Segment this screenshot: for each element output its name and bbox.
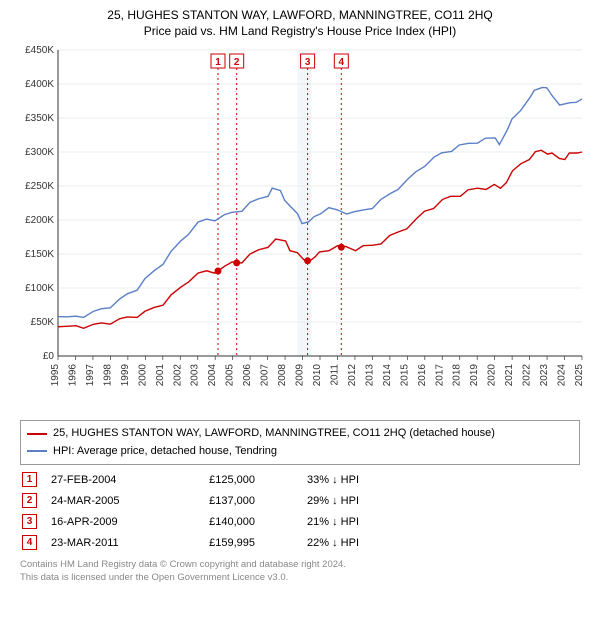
legend: 25, HUGHES STANTON WAY, LAWFORD, MANNING… xyxy=(20,420,580,465)
svg-text:1996: 1996 xyxy=(67,364,78,387)
svg-text:2001: 2001 xyxy=(155,364,166,387)
svg-text:£350K: £350K xyxy=(25,113,54,124)
svg-text:£0: £0 xyxy=(43,351,55,362)
svg-text:2016: 2016 xyxy=(417,364,428,387)
footer-line: This data is licensed under the Open Gov… xyxy=(20,572,580,585)
svg-text:2002: 2002 xyxy=(172,364,183,387)
svg-text:2023: 2023 xyxy=(539,364,550,387)
svg-text:2019: 2019 xyxy=(469,364,480,387)
svg-text:£200K: £200K xyxy=(25,215,54,226)
row-price: £125,000 xyxy=(165,474,255,486)
svg-text:£50K: £50K xyxy=(31,317,55,328)
svg-text:3: 3 xyxy=(305,57,311,68)
legend-label: HPI: Average price, detached house, Tend… xyxy=(53,443,277,461)
legend-swatch xyxy=(27,450,47,452)
legend-item-hpi: HPI: Average price, detached house, Tend… xyxy=(27,443,573,461)
svg-text:2005: 2005 xyxy=(225,364,236,387)
row-price: £140,000 xyxy=(165,516,255,528)
footer-line: Contains HM Land Registry data © Crown c… xyxy=(20,559,580,572)
row-marker: 3 xyxy=(22,514,37,529)
svg-text:2024: 2024 xyxy=(557,364,568,387)
svg-text:2015: 2015 xyxy=(399,364,410,387)
chart-svg: £0 £50K £100K £150K £200K £250K £300K £350K £400… xyxy=(10,44,590,414)
chart-title-block: 25, HUGHES STANTON WAY, LAWFORD, MANNING… xyxy=(10,8,590,38)
svg-text:1999: 1999 xyxy=(120,364,131,387)
svg-text:1: 1 xyxy=(215,57,221,68)
svg-text:4: 4 xyxy=(339,57,345,68)
row-pct: 29% ↓ HPI xyxy=(269,495,359,507)
legend-label: 25, HUGHES STANTON WAY, LAWFORD, MANNING… xyxy=(53,425,495,443)
svg-text:£300K: £300K xyxy=(25,147,54,158)
row-pct: 33% ↓ HPI xyxy=(269,474,359,486)
row-price: £159,995 xyxy=(165,537,255,549)
footer-text: Contains HM Land Registry data © Crown c… xyxy=(20,559,580,585)
svg-text:2010: 2010 xyxy=(312,364,323,387)
row-pct: 22% ↓ HPI xyxy=(269,537,359,549)
svg-text:2012: 2012 xyxy=(347,364,358,387)
svg-text:2003: 2003 xyxy=(190,364,201,387)
svg-text:£150K: £150K xyxy=(25,249,54,260)
svg-text:2013: 2013 xyxy=(364,364,375,387)
row-date: 24-MAR-2005 xyxy=(51,495,151,507)
svg-text:2007: 2007 xyxy=(260,364,271,387)
svg-text:£450K: £450K xyxy=(25,45,54,56)
row-price: £137,000 xyxy=(165,495,255,507)
svg-text:2011: 2011 xyxy=(329,364,340,386)
transactions-table: 1 27-FEB-2004 £125,000 33% ↓ HPI 2 24-MA… xyxy=(20,469,580,553)
row-date: 27-FEB-2004 xyxy=(51,474,151,486)
svg-text:2009: 2009 xyxy=(295,364,306,387)
title-address: 25, HUGHES STANTON WAY, LAWFORD, MANNING… xyxy=(10,8,590,22)
svg-text:2: 2 xyxy=(234,57,240,68)
svg-text:2014: 2014 xyxy=(382,364,393,387)
svg-text:2017: 2017 xyxy=(434,364,445,387)
svg-text:£250K: £250K xyxy=(25,181,54,192)
svg-text:2021: 2021 xyxy=(504,364,515,387)
table-row: 4 23-MAR-2011 £159,995 22% ↓ HPI xyxy=(20,532,580,553)
svg-text:2022: 2022 xyxy=(522,364,533,387)
row-marker: 1 xyxy=(22,472,37,487)
svg-text:2000: 2000 xyxy=(137,364,148,387)
row-marker: 4 xyxy=(22,535,37,550)
row-marker: 2 xyxy=(22,493,37,508)
svg-text:1995: 1995 xyxy=(50,364,61,387)
svg-text:£100K: £100K xyxy=(25,283,54,294)
row-pct: 21% ↓ HPI xyxy=(269,516,359,528)
price-chart: £0 £50K £100K £150K £200K £250K £300K £350K £400… xyxy=(10,44,590,414)
legend-item-property: 25, HUGHES STANTON WAY, LAWFORD, MANNING… xyxy=(27,425,573,443)
table-row: 1 27-FEB-2004 £125,000 33% ↓ HPI xyxy=(20,469,580,490)
svg-text:2018: 2018 xyxy=(452,364,463,387)
svg-text:2004: 2004 xyxy=(207,364,218,387)
svg-text:1997: 1997 xyxy=(85,364,96,387)
table-row: 3 16-APR-2009 £140,000 21% ↓ HPI xyxy=(20,511,580,532)
title-subtitle: Price paid vs. HM Land Registry's House … xyxy=(10,24,590,38)
svg-text:2008: 2008 xyxy=(277,364,288,387)
svg-text:2006: 2006 xyxy=(242,364,253,387)
row-date: 16-APR-2009 xyxy=(51,516,151,528)
table-row: 2 24-MAR-2005 £137,000 29% ↓ HPI xyxy=(20,490,580,511)
svg-text:2025: 2025 xyxy=(574,364,585,387)
row-date: 23-MAR-2011 xyxy=(51,537,151,549)
svg-text:1998: 1998 xyxy=(102,364,113,387)
svg-text:£400K: £400K xyxy=(25,79,54,90)
legend-swatch xyxy=(27,433,47,435)
svg-text:2020: 2020 xyxy=(487,364,498,387)
